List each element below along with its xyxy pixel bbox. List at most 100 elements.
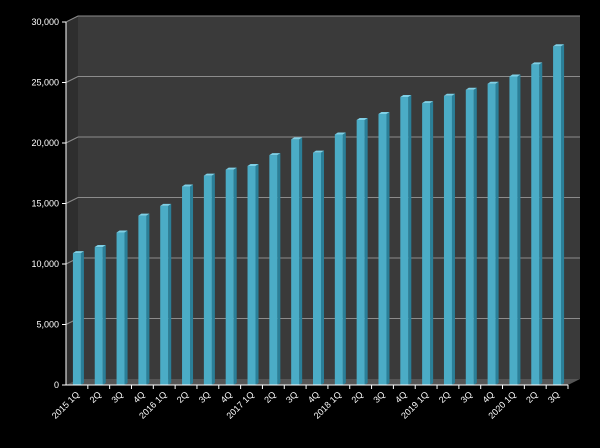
bar-top — [72, 251, 84, 254]
y-gridline — [65, 136, 580, 144]
bar-top — [378, 111, 390, 114]
bar-front — [553, 46, 562, 385]
bar — [378, 111, 390, 386]
bar-top — [269, 153, 281, 156]
bar-front — [422, 103, 431, 385]
bar-top — [531, 62, 543, 65]
y-tick-label: 10,000 — [31, 259, 59, 269]
bar — [487, 81, 499, 386]
bar-side — [233, 167, 237, 385]
bar-side — [539, 62, 543, 385]
bar-side — [102, 245, 106, 385]
bar-front — [378, 113, 387, 386]
bar-front — [247, 165, 256, 385]
bar-top — [94, 245, 106, 248]
bar-side — [277, 153, 281, 385]
y-tick-label: 30,000 — [31, 17, 59, 27]
bar-front — [313, 152, 321, 385]
bar — [509, 74, 521, 385]
bar-side — [408, 95, 412, 386]
bar-side — [146, 213, 150, 385]
bar — [291, 137, 303, 385]
bar-top — [400, 95, 412, 98]
bar — [203, 173, 215, 385]
bar-top — [553, 44, 565, 47]
bar-top — [247, 163, 259, 166]
bar-side — [80, 251, 84, 385]
bar-top — [203, 173, 215, 176]
bar-front — [269, 155, 278, 385]
bar-front — [160, 205, 169, 385]
bar — [531, 62, 543, 385]
bar — [160, 203, 172, 385]
bar-top — [443, 93, 455, 96]
bar-side — [211, 173, 215, 385]
bar-side — [342, 132, 346, 385]
bar — [313, 150, 324, 385]
bar — [443, 93, 455, 385]
bar-side — [364, 118, 368, 385]
bars — [72, 44, 565, 386]
bar — [356, 118, 368, 385]
bar — [116, 230, 128, 385]
bar-side — [321, 150, 324, 385]
bar-front — [225, 169, 234, 385]
bar-front — [509, 76, 518, 385]
y-tick-label: 20,000 — [31, 138, 59, 148]
bar-side — [255, 163, 259, 385]
bar-top — [422, 101, 434, 104]
bar — [247, 163, 259, 385]
bar-top — [356, 118, 368, 121]
y-gridline — [65, 76, 580, 83]
bar — [269, 153, 281, 385]
y-tick-label: 15,000 — [31, 199, 59, 209]
bar-top — [225, 167, 237, 170]
bar-front — [94, 247, 103, 385]
y-tick-label: 25,000 — [31, 78, 59, 88]
bar-top — [334, 132, 346, 135]
bar-front — [203, 175, 212, 385]
bar — [72, 251, 84, 385]
bar-front — [356, 120, 365, 385]
y-gridline — [65, 15, 580, 23]
bar-top — [487, 81, 499, 84]
y-tick-label: 0 — [54, 380, 59, 390]
bar — [422, 101, 434, 385]
bar-side — [473, 87, 477, 385]
bar — [334, 132, 346, 385]
bar-top — [138, 213, 150, 216]
bar-front — [443, 95, 452, 385]
y-tick-label: 5,000 — [36, 320, 59, 330]
bar-front — [487, 83, 496, 386]
bar-front — [465, 89, 474, 385]
bar — [553, 44, 565, 385]
bar-side — [430, 101, 434, 385]
bar-side — [561, 44, 565, 385]
bar — [182, 184, 194, 385]
bar — [94, 245, 106, 385]
axes — [62, 21, 569, 389]
bar-side — [168, 203, 172, 385]
bar-top — [160, 203, 172, 206]
bar-front — [182, 186, 191, 385]
bar-side — [124, 230, 128, 385]
y-gridline — [65, 197, 580, 204]
bar — [465, 87, 477, 385]
bar-top — [313, 150, 324, 153]
bar-top — [116, 230, 128, 233]
bar-top — [465, 87, 477, 90]
bar — [138, 213, 150, 385]
bar-front — [400, 97, 409, 386]
bar-front — [72, 253, 81, 385]
bar-front — [291, 139, 300, 385]
bar-side — [451, 93, 455, 385]
bar-top — [291, 137, 303, 140]
bar-side — [495, 81, 499, 386]
bar-front — [531, 64, 540, 385]
bar — [225, 167, 237, 385]
bar-side — [386, 111, 390, 386]
bar-side — [517, 74, 521, 385]
y-axis-tick-labels: 0 5,000 10,000 15,000 20,000 25,000 30,000 — [31, 17, 59, 390]
bar-side — [190, 184, 194, 385]
